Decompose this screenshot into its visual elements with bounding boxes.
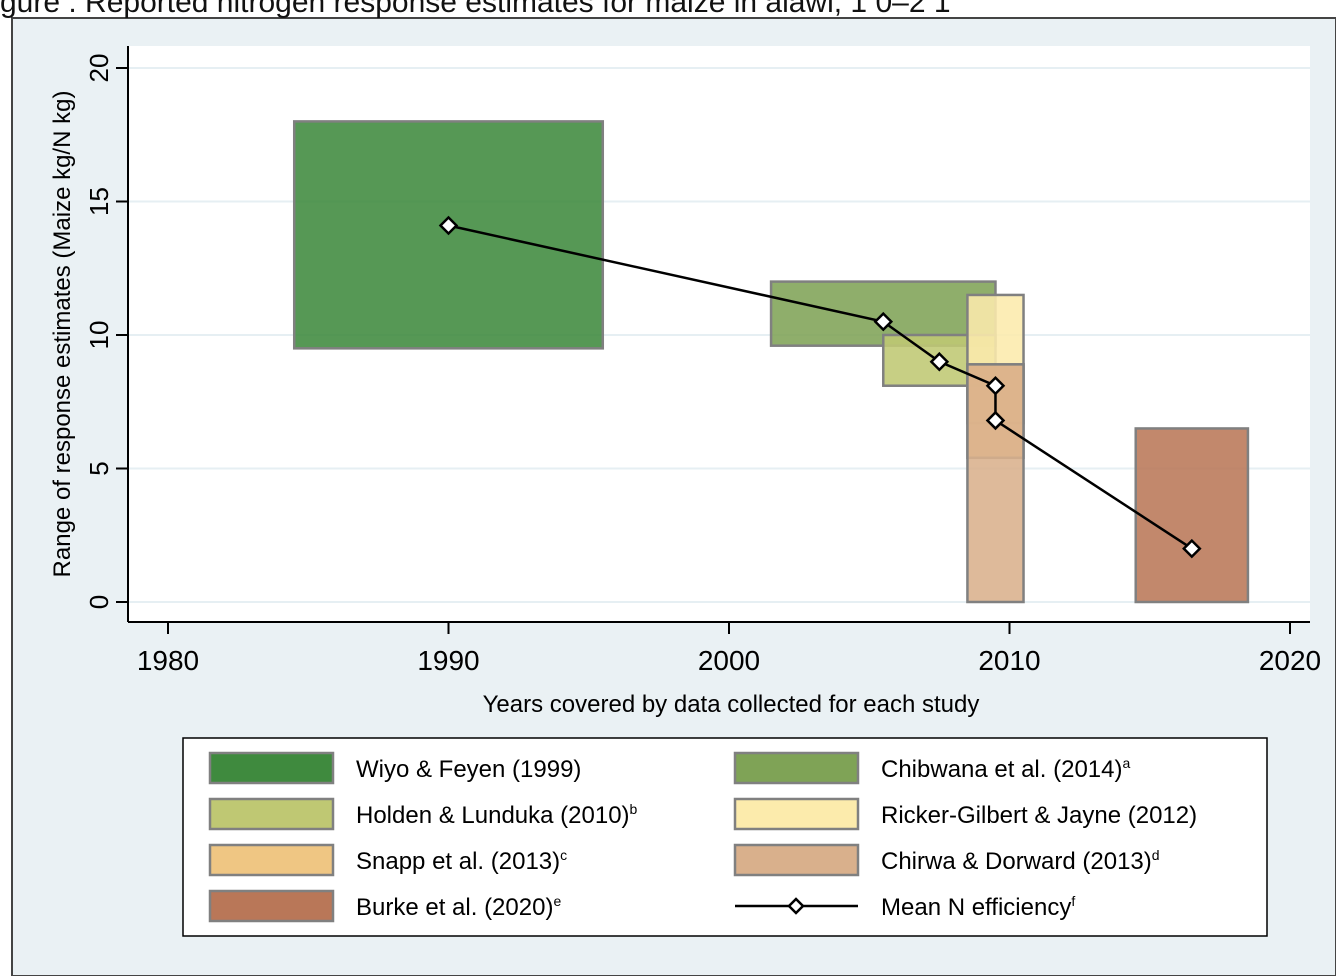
legend-label-text: Ricker-Gilbert & Jayne (2012) — [881, 802, 1197, 829]
legend-swatch — [208, 797, 335, 831]
legend-label-text: Wiyo & Feyen (1999) — [356, 756, 581, 783]
legend-label-text: Chibwana et al. (2014) — [881, 756, 1122, 783]
x-tick-label: 2000 — [698, 645, 760, 676]
y-tick-label: 0 — [84, 595, 114, 609]
legend-frame — [182, 737, 1268, 937]
legend-swatch — [733, 843, 860, 877]
legend-label: Ricker-Gilbert & Jayne (2012) — [881, 802, 1197, 829]
legend-label-text: Chirwa & Dorward (2013) — [881, 848, 1152, 875]
legend-label: Chirwa & Dorward (2013)d — [881, 847, 1160, 875]
legend-footnote-mark: a — [1122, 755, 1130, 771]
mean-point — [1182, 538, 1202, 559]
y-tick-label: 10 — [84, 321, 114, 350]
legend-label-text: Holden & Lunduka (2010) — [356, 802, 630, 829]
y-tick-label: 15 — [84, 187, 114, 216]
legend-label: Mean N efficiencyf — [881, 893, 1075, 921]
mean-series — [438, 215, 1202, 559]
legend-footnote-mark: e — [553, 893, 561, 909]
x-axis-label: Years covered by data collected for each… — [483, 691, 980, 718]
legend-swatch — [733, 751, 860, 785]
legend-label: Holden & Lunduka (2010)b — [356, 801, 638, 829]
mean-point — [985, 375, 1006, 396]
legend-swatch — [208, 751, 335, 785]
y-tick-label: 5 — [84, 461, 114, 475]
legend-label: Chibwana et al. (2014)a — [881, 755, 1130, 783]
mean-point — [985, 410, 1006, 431]
mean-series-line — [448, 224, 1193, 550]
legend-label: Burke et al. (2020)e — [356, 893, 561, 921]
legend: Wiyo & Feyen (1999) Chibwana et al. (2014… — [182, 737, 1268, 937]
x-ticks: 1980 1990 2000 2010 2020 — [137, 622, 1321, 676]
legend-footnote-mark: f — [1071, 893, 1075, 909]
legend-swatch — [733, 797, 860, 831]
legend-label-text: Snapp et al. (2013) — [356, 848, 560, 875]
legend-marker — [787, 897, 805, 915]
x-tick-label: 2020 — [1259, 645, 1321, 676]
y-axis-label: Range of response estimates (Maize kg/N … — [49, 91, 76, 578]
figure-title: gure . Reported nitrogen response estima… — [0, 0, 951, 18]
x-tick-label: 2010 — [978, 645, 1040, 676]
y-tick-label: 20 — [84, 54, 114, 83]
legend-swatch — [208, 889, 335, 923]
legend-label-text: Mean N efficiency — [881, 894, 1071, 921]
y-ticks: 0 5 10 15 20 — [84, 54, 128, 609]
legend-label: Wiyo & Feyen (1999) — [356, 756, 581, 783]
x-tick-label: 1990 — [417, 645, 479, 676]
legend-label: Snapp et al. (2013)c — [356, 847, 567, 875]
legend-swatch — [208, 843, 335, 877]
legend-footnote-mark: b — [630, 801, 638, 817]
range-bar-7 — [1134, 427, 1250, 604]
x-tick-label: 1980 — [137, 645, 199, 676]
mean-point — [873, 311, 894, 332]
legend-footnote-mark: c — [560, 847, 567, 863]
mean-point — [438, 215, 459, 236]
legend-footnote-mark: d — [1152, 847, 1160, 863]
mean-point — [929, 351, 950, 372]
legend-label-text: Burke et al. (2020) — [356, 894, 553, 921]
